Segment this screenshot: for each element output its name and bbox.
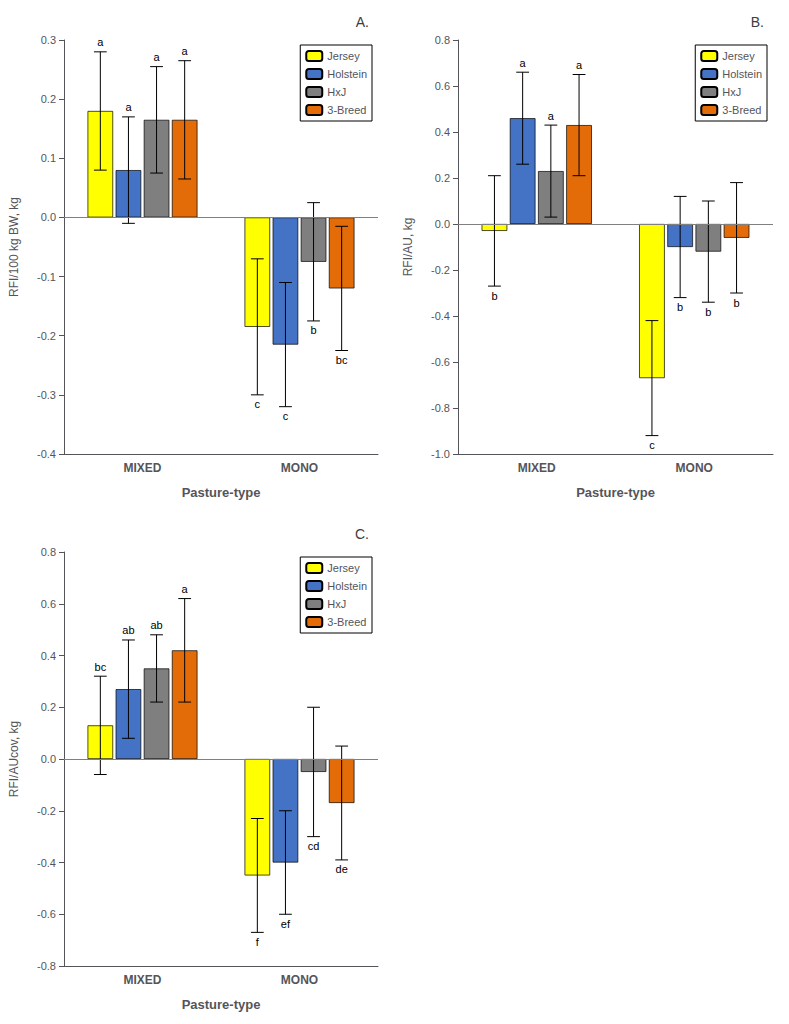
svg-text:Jersey: Jersey [327,50,360,62]
svg-text:a: a [182,583,189,595]
svg-text:RFI/AUcov, kg: RFI/AUcov, kg [7,721,21,797]
svg-text:ab: ab [122,624,134,636]
svg-text:-0.3: -0.3 [37,389,56,401]
svg-text:c: c [255,398,261,410]
svg-text:0.6: 0.6 [41,598,56,610]
svg-text:Jersey: Jersey [327,562,360,574]
svg-text:a: a [548,110,555,122]
svg-text:HxJ: HxJ [722,86,741,98]
svg-text:ef: ef [281,918,291,930]
svg-text:MIXED: MIXED [518,461,556,475]
svg-text:Holstein: Holstein [327,68,367,80]
svg-text:c: c [649,439,655,451]
svg-text:-0.8: -0.8 [37,960,56,972]
svg-text:b: b [677,301,683,313]
svg-text:0.0: 0.0 [41,753,56,765]
svg-text:0.8: 0.8 [435,34,450,46]
svg-text:a: a [182,45,189,57]
svg-text:-0.6: -0.6 [431,356,450,368]
svg-text:b: b [705,306,711,318]
svg-text:-0.2: -0.2 [431,264,450,276]
svg-text:f: f [256,936,260,948]
svg-text:a: a [153,51,160,63]
svg-text:a: a [125,101,132,113]
svg-text:c: c [283,410,289,422]
svg-text:-0.4: -0.4 [37,448,56,460]
svg-text:Pasture-type: Pasture-type [182,485,261,500]
svg-text:-1.0: -1.0 [431,448,450,460]
svg-text:MONO: MONO [676,461,713,475]
svg-text:ab: ab [150,619,162,631]
svg-text:0.2: 0.2 [41,701,56,713]
svg-text:a: a [97,36,104,48]
svg-text:MONO: MONO [281,461,318,475]
svg-text:B.: B. [751,14,764,30]
svg-text:de: de [336,863,348,875]
svg-text:C.: C. [355,526,369,542]
svg-text:Pasture-type: Pasture-type [576,485,655,500]
svg-text:Holstein: Holstein [722,68,762,80]
svg-text:0.2: 0.2 [41,93,56,105]
svg-text:3-Breed: 3-Breed [327,616,366,628]
svg-text:a: a [576,59,583,71]
svg-text:0.0: 0.0 [435,218,450,230]
svg-text:Jersey: Jersey [722,50,755,62]
svg-text:-0.1: -0.1 [37,271,56,283]
svg-text:bc: bc [95,661,107,673]
svg-text:cd: cd [308,840,320,852]
svg-text:MONO: MONO [281,973,318,987]
svg-text:3-Breed: 3-Breed [327,104,366,116]
svg-text:a: a [520,57,527,69]
svg-text:-0.6: -0.6 [37,908,56,920]
svg-text:3-Breed: 3-Breed [722,104,761,116]
svg-text:Holstein: Holstein [327,580,367,592]
svg-text:0.3: 0.3 [41,34,56,46]
svg-text:0.0: 0.0 [41,211,56,223]
svg-text:-0.2: -0.2 [37,805,56,817]
svg-text:b: b [733,297,739,309]
svg-text:HxJ: HxJ [327,86,346,98]
svg-text:HxJ: HxJ [327,598,346,610]
svg-text:-0.8: -0.8 [431,402,450,414]
svg-text:-0.4: -0.4 [431,310,450,322]
svg-text:b: b [491,290,497,302]
svg-text:0.4: 0.4 [41,650,56,662]
svg-text:RFI/100 kg BW, kg: RFI/100 kg BW, kg [7,197,21,297]
svg-text:b: b [310,324,316,336]
svg-text:bc: bc [336,354,348,366]
svg-text:0.2: 0.2 [435,172,450,184]
svg-text:0.4: 0.4 [435,126,450,138]
svg-text:RFI/AU, kg: RFI/AU, kg [401,218,415,277]
svg-text:0.6: 0.6 [435,80,450,92]
svg-text:Pasture-type: Pasture-type [182,997,261,1012]
svg-text:0.8: 0.8 [41,546,56,558]
svg-text:MIXED: MIXED [123,461,161,475]
svg-text:0.1: 0.1 [41,152,56,164]
svg-text:-0.4: -0.4 [37,857,56,869]
svg-text:-0.2: -0.2 [37,330,56,342]
svg-text:MIXED: MIXED [123,973,161,987]
svg-text:A.: A. [356,14,369,30]
